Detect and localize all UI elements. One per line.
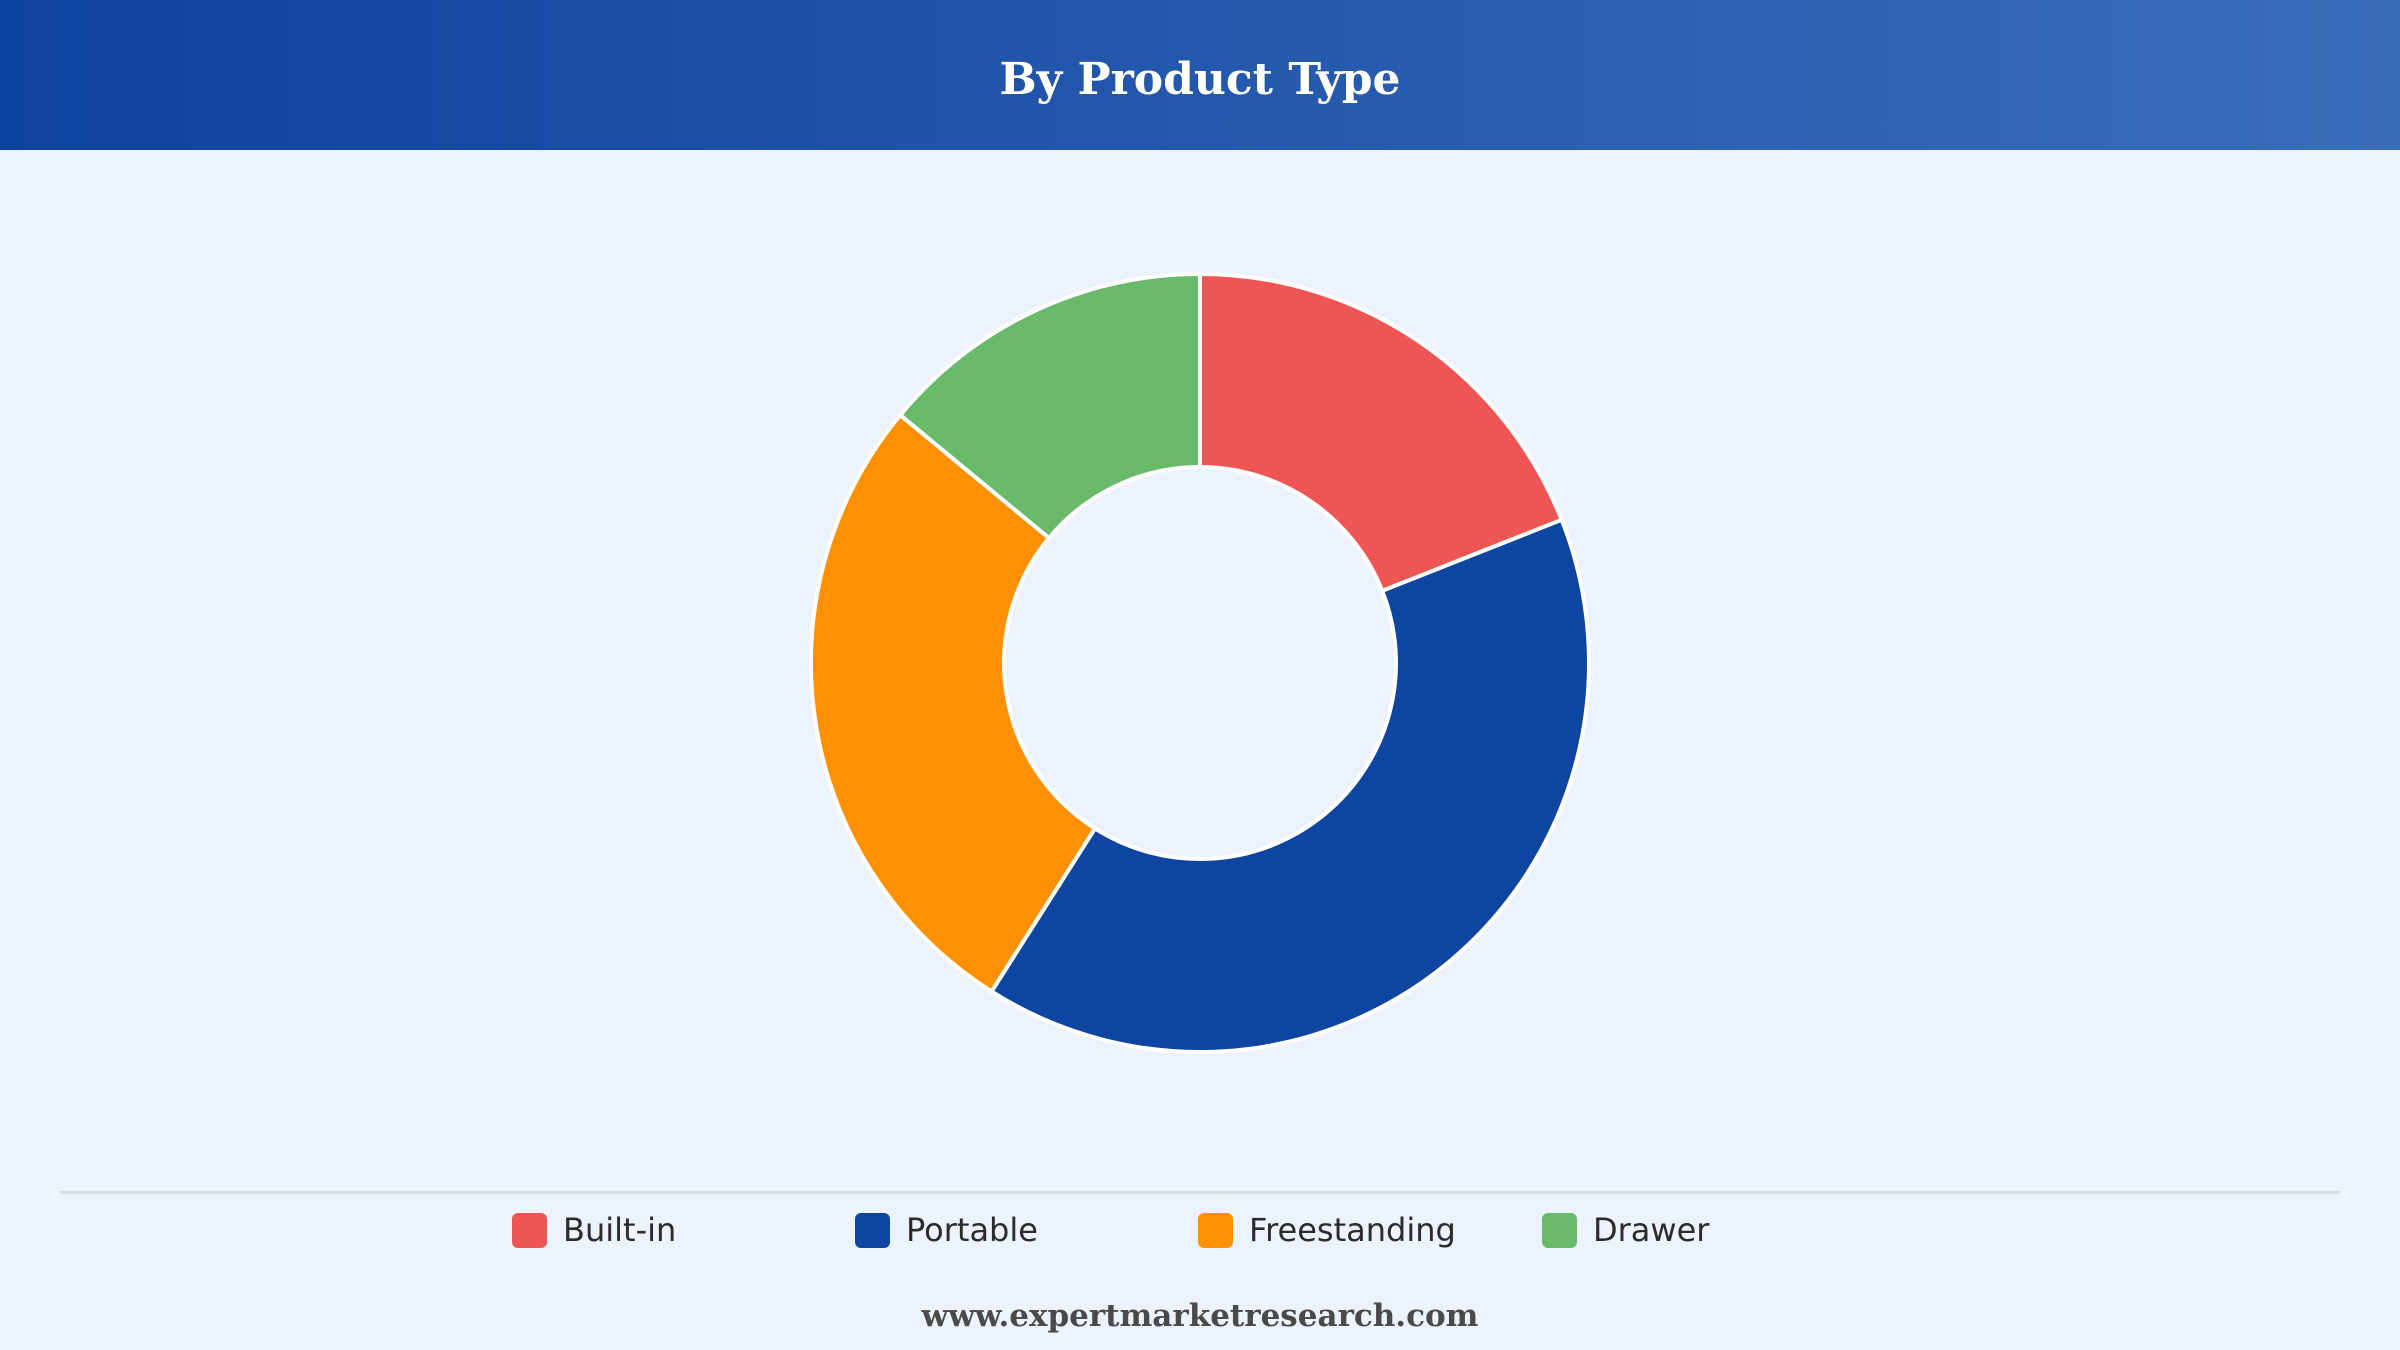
legend-swatch-freestanding (1198, 1212, 1233, 1248)
legend-label-portable: Portable (906, 1211, 1038, 1249)
legend-divider (60, 1191, 2340, 1194)
legend-item-freestanding[interactable]: Freestanding (1198, 1208, 1456, 1252)
slice-built-in[interactable] (1198, 272, 1564, 593)
footer-website: www.expertmarketresearch.com (921, 1298, 1479, 1334)
legend-item-portable[interactable]: Portable (855, 1208, 1038, 1252)
legend: Built-in Portable Freestanding Drawer (0, 1208, 2400, 1252)
legend-swatch-built-in (512, 1212, 547, 1248)
legend-label-built-in: Built-in (563, 1211, 677, 1249)
slice-drawer[interactable] (898, 272, 1202, 541)
slice-portable[interactable] (989, 517, 1591, 1054)
legend-label-drawer: Drawer (1593, 1211, 1710, 1249)
legend-swatch-portable (855, 1212, 890, 1248)
header-bar: By Product Type (0, 0, 2400, 150)
donut-slices (809, 272, 1591, 1054)
legend-item-built-in[interactable]: Built-in (512, 1208, 676, 1252)
slice-freestanding[interactable] (809, 413, 1097, 994)
legend-swatch-drawer (1542, 1212, 1577, 1248)
legend-label-freestanding: Freestanding (1249, 1211, 1456, 1249)
page-title: By Product Type (999, 54, 1401, 105)
legend-item-drawer[interactable]: Drawer (1542, 1208, 1709, 1252)
